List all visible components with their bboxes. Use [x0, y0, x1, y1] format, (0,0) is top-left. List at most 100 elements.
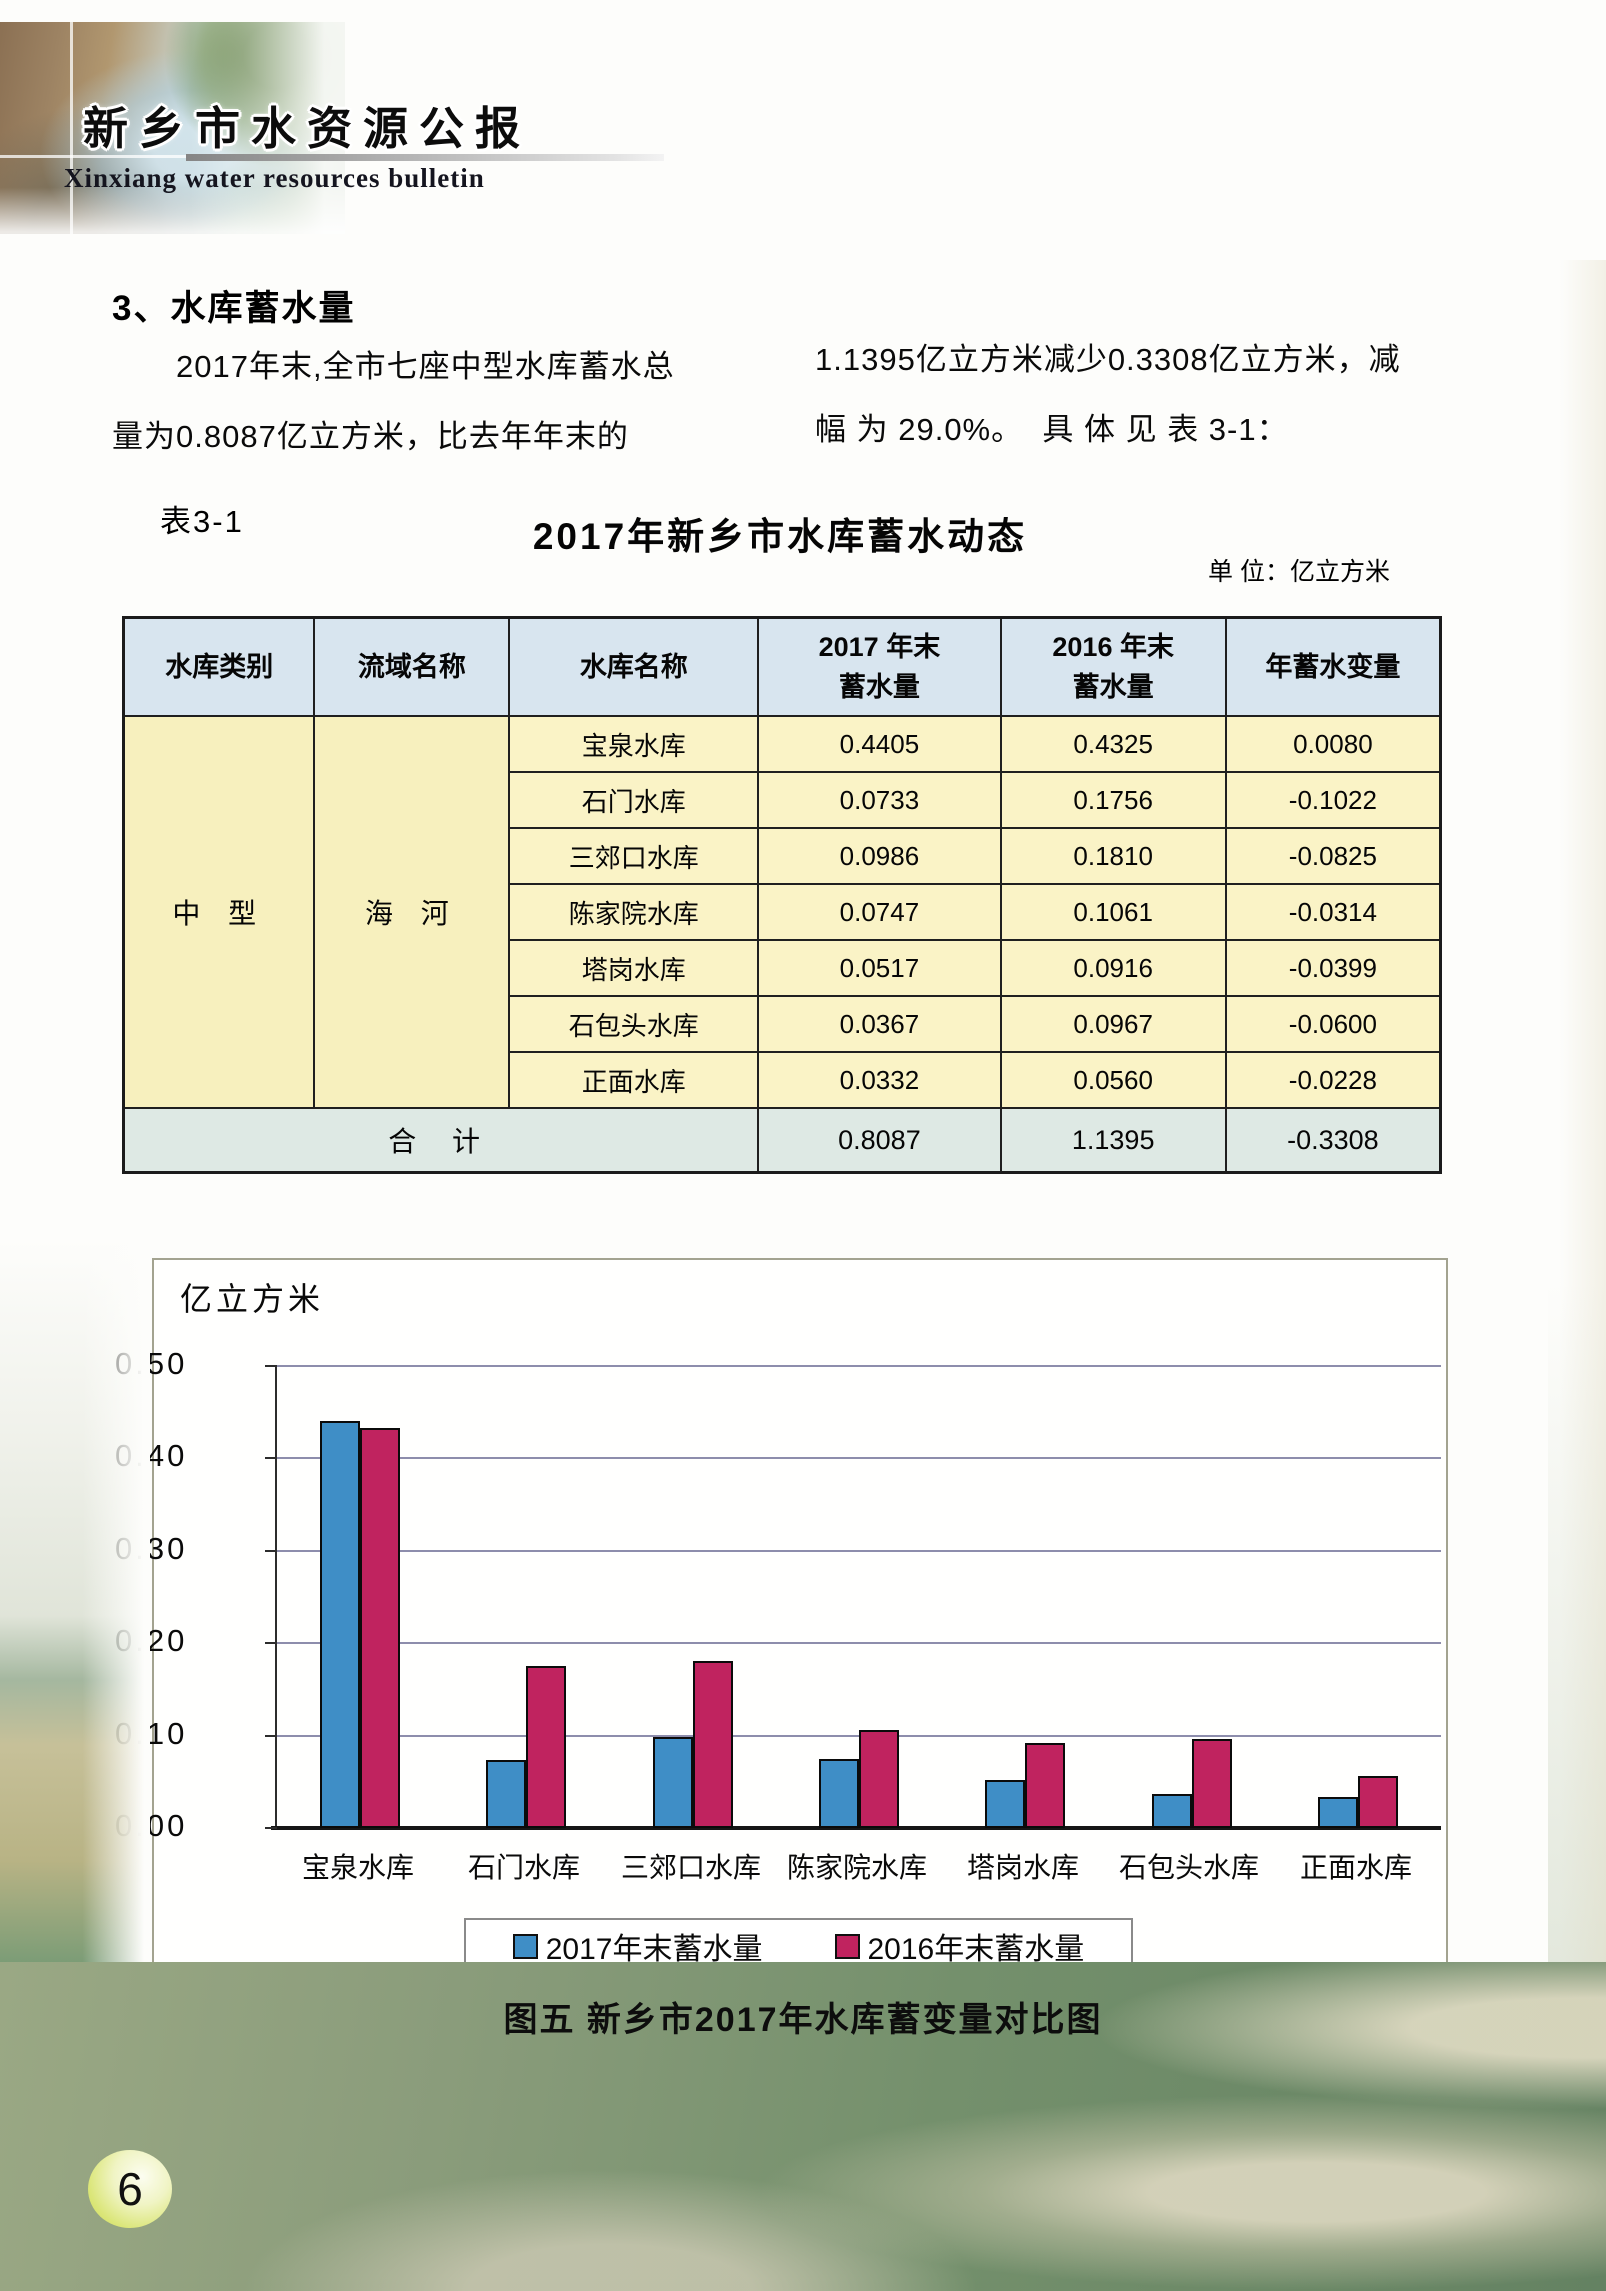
cell-category: 中 型: [122, 715, 316, 1109]
y-tick-mark: [265, 1827, 277, 1829]
total-2017-value: 0.8087: [757, 1107, 1002, 1174]
bar-2016-正面水库: [1358, 1776, 1398, 1828]
cell-2016-value: 0.1756: [999, 771, 1227, 829]
bar-2017-塔岗水库: [985, 1780, 1025, 1828]
bar-2017-陈家院水库: [819, 1759, 859, 1828]
cell-2017-value: 0.0986: [757, 827, 1002, 885]
bar-2016-塔岗水库: [1025, 1743, 1065, 1828]
cell-change-value: -0.0825: [1224, 827, 1442, 885]
table-row: 陈家院水库 0.0747 0.1061 -0.0314: [124, 883, 1442, 941]
cell-2016-value: 0.0967: [999, 995, 1227, 1053]
cell-change-value: 0.0080: [1224, 715, 1442, 773]
cell-change-value: -0.0600: [1224, 995, 1442, 1053]
paragraph-right-column: 1.1395亿立方米减少0.3308亿立方米，减 幅 为 29.0%。 具 体 …: [815, 342, 1401, 447]
y-tick-mark: [265, 1550, 277, 1552]
cell-2016-value: 0.1810: [999, 827, 1227, 885]
bar-2017-正面水库: [1318, 1797, 1358, 1828]
plot-area: 0.50 0.40 0.30 0.20 0.10 0.00: [115, 1346, 1441, 1843]
photo-frame-line: [70, 22, 73, 234]
page-number-badge: 6: [88, 2150, 172, 2228]
column-header: 2016 年末 蓄水量: [999, 616, 1227, 717]
y-tick-mark: [265, 1735, 277, 1737]
bar-2016-石包头水库: [1192, 1739, 1232, 1828]
cell-change-value: -0.0399: [1224, 939, 1442, 997]
column-header: 2017 年末 蓄水量: [757, 616, 1002, 717]
cell-reservoir-name: 三郊口水库: [508, 827, 760, 885]
column-header: 水库类别: [122, 616, 316, 717]
bar-2017-宝泉水库: [320, 1421, 360, 1828]
legend-item: 2016年末蓄水量: [834, 1924, 1085, 1968]
bar-2016-三郊口水库: [693, 1661, 733, 1828]
cell-change-value: -0.0228: [1224, 1051, 1442, 1109]
gridline: [277, 1642, 1441, 1644]
legend-swatch-icon: [512, 1933, 538, 1959]
bulletin-title-cn: 新乡市水资源公报: [83, 103, 532, 154]
table-row: 石门水库 0.0733 0.1756 -0.1022: [124, 771, 1442, 829]
cell-2017-value: 0.0747: [757, 883, 1002, 941]
right-margin-photo-bleed: [1548, 260, 1606, 1962]
x-axis-label: 塔岗水库: [966, 1852, 1079, 1883]
x-axis-label: 石包头水库: [1118, 1852, 1259, 1883]
gridline: [277, 1550, 1441, 1552]
cell-2017-value: 0.0332: [757, 1051, 1002, 1109]
cell-2017-value: 0.0733: [757, 771, 1002, 829]
x-axis-line: [271, 1826, 1441, 1830]
x-axis-label: 石门水库: [467, 1852, 580, 1883]
column-header: 年蓄水变量: [1224, 616, 1442, 717]
cell-2016-value: 0.4325: [999, 715, 1227, 773]
cell-2017-value: 0.0517: [757, 939, 1002, 997]
cell-reservoir-name: 宝泉水库: [508, 715, 760, 773]
legend-swatch-icon: [834, 1933, 860, 1959]
gridline: [277, 1457, 1441, 1459]
table-row: 塔岗水库 0.0517 0.0916 -0.0399: [124, 939, 1442, 997]
cell-2016-value: 0.1061: [999, 883, 1227, 941]
cell-reservoir-name: 陈家院水库: [508, 883, 760, 941]
figure-caption: 图五 新乡市2017年水库蓄变量对比图: [503, 2001, 1103, 2039]
cell-2016-value: 0.0916: [999, 939, 1227, 997]
table-label: 表3-1: [160, 504, 244, 539]
bulletin-title-en: Xinxiang water resources bulletin: [64, 163, 485, 193]
cell-change-value: -0.0314: [1224, 883, 1442, 941]
total-change-value: -0.3308: [1224, 1107, 1442, 1174]
bar-2016-宝泉水库: [360, 1428, 400, 1828]
legend-label: 2017年末蓄水量: [545, 1933, 763, 1966]
x-axis-label: 宝泉水库: [301, 1852, 414, 1883]
total-2016-value: 1.1395: [999, 1107, 1227, 1174]
cell-reservoir-name: 石门水库: [508, 771, 760, 829]
waterfall-photo: [0, 22, 345, 234]
paragraph-left-column: 2017年末,全市七座中型水库蓄水总 量为0.8087亿立方米，比去年年末的: [112, 349, 675, 454]
table-row: 中 型海 河宝泉水库 0.4405 0.4325 0.0080: [122, 715, 1442, 1109]
y-tick-mark: [265, 1642, 277, 1644]
table-row: 石包头水库 0.0367 0.0967 -0.0600: [124, 995, 1442, 1053]
y-axis-unit-label: 亿立方米: [180, 1281, 325, 1317]
bar-2017-石包头水库: [1152, 1794, 1192, 1828]
page-number: 6: [117, 2163, 143, 2215]
bar-2017-三郊口水库: [653, 1737, 693, 1828]
table-row: 正面水库 0.0332 0.0560 -0.0228: [124, 1051, 1442, 1109]
reservoir-storage-table: 水库类别 流域名称 水库名称 2017 年末 蓄水量 2016 年末 蓄水量 年蓄水变量 …: [122, 616, 1442, 1174]
total-label: 合 计: [122, 1107, 760, 1174]
x-axis-label: 陈家院水库: [786, 1852, 927, 1883]
table-header-row: 水库类别 流域名称 水库名称 2017 年末 蓄水量 2016 年末 蓄水量 年蓄水变量: [122, 616, 1442, 717]
table-total-row: 合 计 0.8087 1.1395 -0.3308: [122, 1107, 1442, 1174]
table-title: 2017年新乡市水库蓄水动态: [532, 516, 1028, 557]
cell-2017-value: 0.0367: [757, 995, 1002, 1053]
cell-change-value: -0.1022: [1224, 771, 1442, 829]
table-unit-note: 单 位：亿立方米: [1208, 558, 1390, 586]
y-tick-mark: [265, 1365, 277, 1367]
cell-reservoir-name: 石包头水库: [508, 995, 760, 1053]
column-header: 流域名称: [313, 616, 511, 717]
cell-basin: 海 河: [313, 715, 511, 1109]
bottom-landscape-photo: 图五 新乡市2017年水库蓄变量对比图 6: [0, 1962, 1606, 2291]
legend-label: 2016年末蓄水量: [867, 1933, 1085, 1966]
y-tick-mark: [265, 1457, 277, 1459]
cell-2017-value: 0.4405: [757, 715, 1002, 773]
bar-2016-陈家院水库: [859, 1730, 899, 1828]
table-body: 中 型海 河宝泉水库 0.4405 0.4325 0.0080 石门水库 0.0733 0.…: [122, 715, 1442, 1174]
x-axis-label: 三郊口水库: [620, 1852, 761, 1883]
cell-2016-value: 0.0560: [999, 1051, 1227, 1109]
bar-2016-石门水库: [526, 1666, 566, 1828]
cell-reservoir-name: 塔岗水库: [508, 939, 760, 997]
column-header: 水库名称: [508, 616, 760, 717]
